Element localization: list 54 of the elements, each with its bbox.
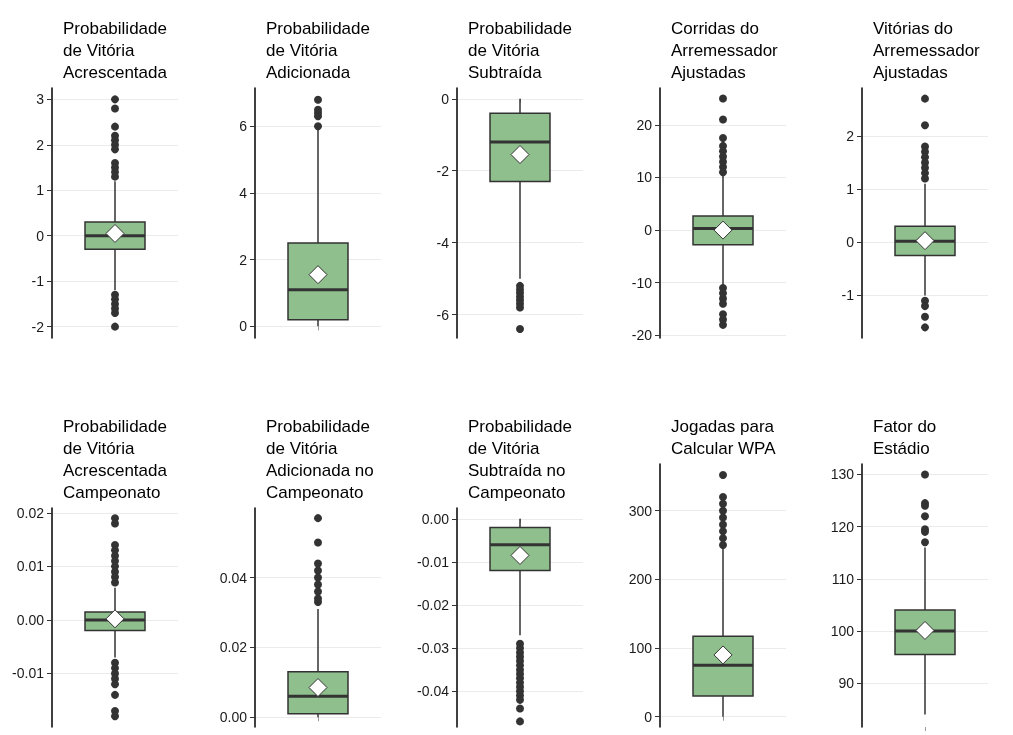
y-tick-label: 0 <box>238 318 247 335</box>
y-tick-label: -2 <box>436 162 450 179</box>
y-tick-label: 2 <box>36 136 45 153</box>
chart-title: Probabilidade de Vitória Acrescentada Campeonato <box>63 416 168 502</box>
y-tick-label: 0.02 <box>219 639 247 656</box>
y-tick-label: 0.02 <box>16 504 45 521</box>
y-tick-label: 100 <box>628 640 653 657</box>
y-tick-label: 0 <box>846 234 855 251</box>
y-tick-label: -2 <box>31 318 45 335</box>
y-tick-label: 0.00 <box>16 611 45 628</box>
y-tick-label: 1 <box>846 181 855 198</box>
y-tick-label: 0.00 <box>421 510 450 527</box>
y-tick-label: 0 <box>644 708 652 725</box>
y-tick-label: 4 <box>238 185 247 201</box>
chart-title: Probabilidade de Vitória Acrescentada <box>63 18 168 82</box>
y-tick-label: 120 <box>831 518 855 535</box>
chart-title: Probabilidade de Vitória Adicionada <box>265 18 370 82</box>
y-tick-label: 20 <box>636 116 652 133</box>
y-tick-label: -6 <box>436 306 450 323</box>
y-tick-label: 300 <box>628 502 653 519</box>
chart-title: Corridas do Arremessador Ajustadas <box>670 18 778 82</box>
y-tick-label: 2 <box>238 251 247 268</box>
y-tick-label: 3 <box>36 91 45 108</box>
y-tick-label: 0 <box>644 222 652 239</box>
y-tick-label: 200 <box>628 571 653 588</box>
y-tick-label: -0.02 <box>417 597 450 613</box>
chart-title: Vitórias do Arremessador Ajustadas <box>873 18 981 82</box>
y-tick-label: 10 <box>636 169 652 186</box>
y-tick-label: -10 <box>631 274 653 291</box>
chart-title: Probabilidade de Vitória Subtraída no Campeonato <box>468 416 573 502</box>
y-tick-label: -1 <box>31 273 45 290</box>
y-tick-label: -1 <box>841 287 855 304</box>
y-tick-label: -0.01 <box>12 665 45 682</box>
y-tick-label: 90 <box>838 675 855 692</box>
y-tick-label: 0.01 <box>16 558 45 575</box>
chart-title: Probabilidade de Vitória Subtraída <box>468 18 573 82</box>
y-tick-label: -0.03 <box>417 640 450 657</box>
y-tick-label: 110 <box>832 570 855 587</box>
y-tick-label: 0 <box>36 227 45 244</box>
y-tick-label: 6 <box>238 118 247 135</box>
chart-title: Jogadas para Calcular WPA <box>670 416 776 458</box>
y-tick-label: -20 <box>631 327 653 344</box>
y-tick-label: 0 <box>441 90 450 107</box>
y-tick-label: -4 <box>436 234 450 251</box>
chart-title: Probabilidade de Vitória Adicionada no Campeonato <box>265 416 374 502</box>
y-tick-label: -0.04 <box>417 683 450 700</box>
y-tick-label: 130 <box>831 466 855 483</box>
y-tick-label: 2 <box>846 127 855 144</box>
y-tick-label: 0.04 <box>219 569 247 586</box>
chart-title: Fator do Estádio <box>873 416 937 458</box>
y-tick-label: 0.00 <box>219 709 247 726</box>
y-tick-label: -0.01 <box>417 553 450 570</box>
y-tick-label: 1 <box>36 182 45 199</box>
y-tick-label: 100 <box>831 622 855 639</box>
